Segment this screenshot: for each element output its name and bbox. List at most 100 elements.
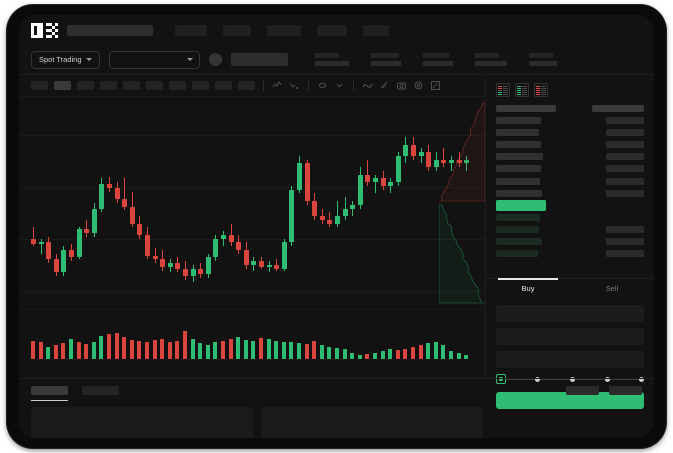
nav-item-4[interactable] <box>317 24 347 36</box>
timeframe-1m[interactable] <box>31 81 48 90</box>
settings-icon[interactable] <box>413 80 424 91</box>
orderbook-price <box>496 165 541 173</box>
volume-bar <box>464 355 469 359</box>
orderbook-bid-row[interactable] <box>496 250 644 259</box>
orderbook-bid-row[interactable] <box>496 225 644 235</box>
okx-logo[interactable] <box>31 22 58 38</box>
timeframe-1M[interactable] <box>215 81 232 90</box>
candle-body <box>274 264 280 269</box>
candle-wick <box>443 148 445 168</box>
order-total-field[interactable] <box>496 351 644 368</box>
orderbook-ask-row[interactable] <box>496 165 644 174</box>
mode-color-column <box>536 85 540 95</box>
candle-wick <box>124 178 126 211</box>
orderbook-ask-row[interactable] <box>496 189 644 199</box>
tab-buy[interactable]: Buy <box>486 278 570 298</box>
timeframe-1w[interactable] <box>192 81 209 90</box>
slider-step-100[interactable] <box>639 376 644 382</box>
candle-body <box>137 223 143 235</box>
orderbook-mode-asks[interactable] <box>534 83 548 97</box>
orderbook-ask-row[interactable] <box>496 153 644 162</box>
candle-body <box>433 159 439 168</box>
nav-primary[interactable] <box>67 24 153 36</box>
bottom-action-2[interactable] <box>609 386 642 395</box>
candle-body <box>456 159 462 164</box>
order-amount-field[interactable] <box>496 328 644 345</box>
orderbook-amount <box>606 129 644 137</box>
volume-bar <box>152 339 157 359</box>
fullscreen-icon[interactable] <box>430 80 441 91</box>
order-price-field[interactable] <box>496 305 644 322</box>
bottom-panel-left[interactable] <box>31 407 253 438</box>
indicators-icon[interactable] <box>272 80 283 91</box>
place-buy-order-button[interactable] <box>496 392 644 409</box>
volume-bar <box>251 340 256 359</box>
ruler-icon[interactable] <box>379 80 390 91</box>
timeframe-more[interactable] <box>238 81 255 90</box>
orderbook-ask-row[interactable] <box>496 177 644 187</box>
trading-mode-dropdown[interactable]: Spot Trading <box>31 50 100 69</box>
volume-bar <box>84 344 89 359</box>
timeframe-4h[interactable] <box>146 81 163 90</box>
orderbook-amount <box>606 153 644 161</box>
chevron-down-icon[interactable] <box>334 80 345 91</box>
orderbook-last-price[interactable] <box>496 199 644 211</box>
slider-step-25[interactable] <box>535 376 540 382</box>
timeframe-1d[interactable] <box>169 81 186 90</box>
orderbook-ask-row[interactable] <box>496 117 644 126</box>
candle-body <box>107 184 112 188</box>
nav-item-2[interactable] <box>223 24 251 36</box>
timeframe-5m[interactable] <box>54 81 71 90</box>
line-chart-icon[interactable] <box>362 80 373 91</box>
stat-low-24h <box>474 53 507 66</box>
amount-percent-slider[interactable] <box>496 374 644 386</box>
candle-body <box>365 174 371 183</box>
orderbook-panel: Buy Sell <box>486 75 654 409</box>
volume-bar <box>137 340 142 359</box>
bottom-panel-right[interactable] <box>261 407 483 438</box>
volume-bar <box>274 340 279 359</box>
compare-icon[interactable] <box>289 80 300 91</box>
trading-pair-dropdown[interactable] <box>108 50 200 69</box>
toolbar-divider <box>353 80 354 91</box>
main-content: Buy Sell <box>19 75 654 409</box>
nav-item-5[interactable] <box>363 24 389 36</box>
nav-item-3[interactable] <box>267 24 301 36</box>
orderbook-ask-row[interactable] <box>496 141 644 150</box>
camera-icon[interactable] <box>396 80 407 91</box>
volume-bar <box>418 345 423 359</box>
orderbook-mode-both[interactable] <box>496 83 510 97</box>
orderbook-price <box>496 129 539 137</box>
orderbook-rows[interactable] <box>486 103 654 278</box>
volume-bar <box>403 348 408 359</box>
candle-wick <box>223 231 224 247</box>
tab-sell[interactable]: Sell <box>605 284 619 293</box>
candlestick-chart[interactable] <box>19 97 485 309</box>
pair-name-placeholder <box>230 53 288 66</box>
grid-line <box>19 187 485 188</box>
orderbook-mode-bids[interactable] <box>515 83 529 97</box>
nav-item-1[interactable] <box>175 24 207 36</box>
candle-body <box>145 234 150 256</box>
slider-handle[interactable] <box>496 374 506 384</box>
alert-icon[interactable] <box>317 80 328 91</box>
volume-bar <box>69 338 73 359</box>
candle-wick <box>33 227 34 247</box>
bottom-action-1[interactable] <box>566 386 599 395</box>
timeframe-1h[interactable] <box>123 81 140 90</box>
orderbook-bid-row[interactable] <box>496 238 644 247</box>
tab-open-orders[interactable] <box>31 386 68 401</box>
timeframe-15m[interactable] <box>77 81 94 90</box>
tab-order-history[interactable] <box>82 386 119 395</box>
stat-value <box>528 61 557 66</box>
stat-value <box>422 61 453 66</box>
slider-step-50[interactable] <box>570 376 575 382</box>
slider-step-75[interactable] <box>605 376 610 382</box>
orderbook-ask-row[interactable] <box>496 129 644 138</box>
candle-body <box>99 184 105 209</box>
timeframe-30m[interactable] <box>100 81 117 90</box>
candle-body <box>357 174 363 205</box>
orderbook-bid-row[interactable] <box>496 213 644 223</box>
candle-wick <box>329 212 331 228</box>
